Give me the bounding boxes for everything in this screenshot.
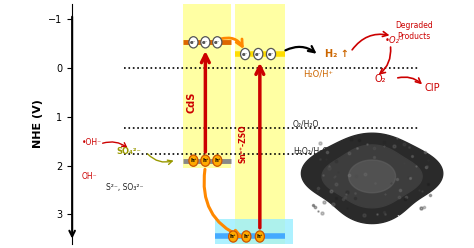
Text: H₂O₂/H₂O: H₂O₂/H₂O: [293, 146, 328, 155]
Circle shape: [201, 155, 210, 166]
Text: h⁺: h⁺: [202, 158, 209, 163]
Text: O₂/H₂O: O₂/H₂O: [293, 120, 319, 128]
Text: O₂: O₂: [374, 73, 386, 84]
Bar: [183, 4, 231, 168]
Polygon shape: [349, 160, 395, 193]
Text: S²⁻, SO₃²⁻: S²⁻, SO₃²⁻: [106, 183, 144, 192]
Text: Degraded
Products: Degraded Products: [395, 21, 433, 41]
Text: e⁻: e⁻: [214, 40, 220, 45]
Circle shape: [201, 37, 210, 48]
Text: Snˣ⁺-ZSO: Snˣ⁺-ZSO: [238, 124, 247, 163]
Text: h⁺: h⁺: [243, 234, 250, 239]
Text: SO₄²⁻: SO₄²⁻: [116, 147, 141, 156]
Circle shape: [189, 37, 198, 48]
Polygon shape: [301, 133, 443, 223]
Bar: [235, 4, 285, 248]
Polygon shape: [322, 145, 422, 208]
Circle shape: [241, 48, 250, 60]
Text: H₂O/H⁺: H₂O/H⁺: [303, 70, 333, 79]
Text: e⁻: e⁻: [242, 52, 248, 57]
Text: CIP: CIP: [424, 83, 440, 93]
Text: CdS: CdS: [186, 91, 196, 113]
Circle shape: [254, 48, 263, 60]
Y-axis label: NHE (V): NHE (V): [33, 99, 43, 149]
Circle shape: [213, 155, 222, 166]
Text: h⁺: h⁺: [190, 158, 197, 163]
Text: •OH⁻: •OH⁻: [82, 138, 102, 147]
Text: e⁻: e⁻: [255, 52, 262, 57]
Circle shape: [213, 37, 222, 48]
Text: e⁻: e⁻: [202, 40, 209, 45]
Text: h⁺: h⁺: [214, 158, 220, 163]
Text: H₂ ↑: H₂ ↑: [325, 49, 348, 59]
Circle shape: [189, 155, 198, 166]
Circle shape: [255, 231, 264, 242]
Text: 100 nm: 100 nm: [397, 215, 419, 220]
Circle shape: [228, 231, 238, 242]
Text: e⁻: e⁻: [268, 52, 274, 57]
Text: h⁺: h⁺: [256, 234, 263, 239]
Text: OH⁻: OH⁻: [82, 172, 98, 181]
Text: •O₂⁻: •O₂⁻: [384, 36, 404, 45]
Bar: [215, 219, 293, 248]
Circle shape: [266, 48, 275, 60]
Text: h⁺: h⁺: [230, 234, 237, 239]
Circle shape: [242, 231, 251, 242]
Text: e⁻: e⁻: [190, 40, 197, 45]
